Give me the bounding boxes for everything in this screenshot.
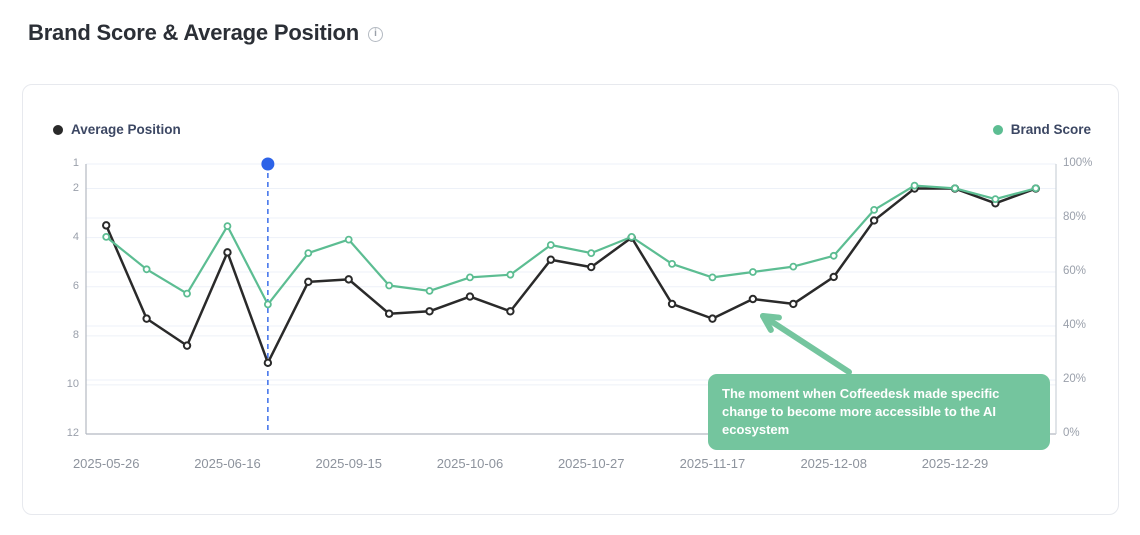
x-axis-tick: 2025-05-26 <box>72 456 140 471</box>
y-axis-right-tick: 0% <box>1063 427 1080 439</box>
data-point-average-position <box>506 307 515 316</box>
legend-label-average-position: Average Position <box>71 122 181 137</box>
data-point-average-position <box>425 307 434 316</box>
data-point-brand-score <box>263 300 272 309</box>
x-axis-tick: 2025-11-17 <box>679 456 746 471</box>
data-point-average-position <box>304 277 313 287</box>
data-point-average-position <box>829 272 838 282</box>
series-line-brand-score <box>105 184 1037 306</box>
data-point-brand-score <box>910 181 919 190</box>
event-marker-dot[interactable] <box>261 157 275 171</box>
x-axis-tick: 2025-10-27 <box>557 456 625 471</box>
legend-dot-brand-score <box>992 124 1003 135</box>
y-axis-right-tick: 60% <box>1063 265 1087 277</box>
data-point-brand-score <box>627 232 636 241</box>
chart-canvas <box>85 157 1057 435</box>
annotation-arrow-shaft <box>760 313 852 375</box>
x-axis-tick: 2025-12-08 <box>800 456 867 471</box>
data-point-brand-score <box>708 273 717 282</box>
y-axis-left-tick: 2 <box>72 181 79 194</box>
info-icon[interactable]: i <box>368 27 384 42</box>
page-header: Brand Score & Average Position i <box>28 20 384 46</box>
data-point-average-position <box>708 314 717 323</box>
x-axis-tick: 2025-12-29 <box>921 456 989 471</box>
data-point-brand-score <box>425 286 434 295</box>
data-point-brand-score <box>789 262 798 271</box>
y-axis-left-tick: 4 <box>72 230 79 243</box>
data-point-brand-score <box>183 289 191 298</box>
data-point-brand-score <box>951 184 959 193</box>
data-point-brand-score <box>344 235 353 244</box>
data-point-brand-score <box>668 259 676 268</box>
data-point-average-position <box>384 309 394 318</box>
data-point-average-position <box>102 221 111 230</box>
data-point-average-position <box>182 341 192 350</box>
y-axis-left-tick: 12 <box>66 427 79 439</box>
legend-dot-average-position <box>53 124 63 135</box>
y-axis-left-tick: 10 <box>66 377 79 390</box>
y-axis-left-tick: 8 <box>72 328 79 341</box>
data-point-average-position <box>223 248 232 257</box>
data-point-average-position <box>789 299 798 309</box>
x-axis-tick: 2025-06-16 <box>194 456 261 471</box>
data-point-average-position <box>748 294 758 304</box>
data-point-brand-score <box>304 249 313 258</box>
data-point-brand-score <box>870 206 879 214</box>
x-axis-tick: 2025-09-15 <box>315 456 382 471</box>
annotation-tooltip: The moment when Coffeedesk made specific… <box>708 374 1050 450</box>
data-point-brand-score <box>991 195 1000 203</box>
data-point-brand-score <box>1031 184 1040 193</box>
y-axis-right-tick: 100% <box>1063 157 1093 169</box>
legend-brand-score[interactable]: Brand Score <box>992 122 1091 137</box>
data-point-brand-score <box>385 281 394 290</box>
y-axis-right-tick: 40% <box>1063 319 1087 331</box>
page-title: Brand Score & Average Position <box>28 20 360 45</box>
data-point-brand-score <box>102 232 111 241</box>
y-axis-left-tick: 6 <box>72 279 79 292</box>
legend-average-position[interactable]: Average Position <box>53 122 181 137</box>
series-line-average-position <box>105 187 1037 365</box>
data-point-average-position <box>465 292 475 301</box>
annotation-arrow-head <box>760 313 782 333</box>
data-point-brand-score <box>829 251 838 260</box>
data-point-brand-score <box>587 249 596 258</box>
data-point-average-position <box>344 275 353 284</box>
y-axis-right-tick: 20% <box>1063 373 1087 385</box>
y-axis-right-tick: 80% <box>1063 211 1087 223</box>
x-axis-tick: 2025-10-06 <box>436 456 504 471</box>
data-point-average-position <box>263 358 273 368</box>
data-point-brand-score <box>748 268 757 276</box>
y-axis-left-tick: 1 <box>72 157 79 169</box>
data-point-brand-score <box>506 270 515 279</box>
legend-label-brand-score: Brand Score <box>1010 122 1091 137</box>
data-point-brand-score <box>546 241 555 249</box>
data-point-brand-score <box>142 265 151 274</box>
data-point-brand-score <box>466 273 474 282</box>
data-point-average-position <box>587 262 596 272</box>
chart-card: Average Position Brand Score 1 2 4 6 8 10 12 0%… <box>22 84 1119 515</box>
annotation-text: The moment when Coffeedesk made specific… <box>722 386 1000 437</box>
data-point-average-position <box>142 314 151 323</box>
data-point-average-position <box>869 216 879 225</box>
data-point-average-position <box>546 255 555 264</box>
data-point-average-position <box>667 299 677 309</box>
data-point-brand-score <box>223 222 232 231</box>
